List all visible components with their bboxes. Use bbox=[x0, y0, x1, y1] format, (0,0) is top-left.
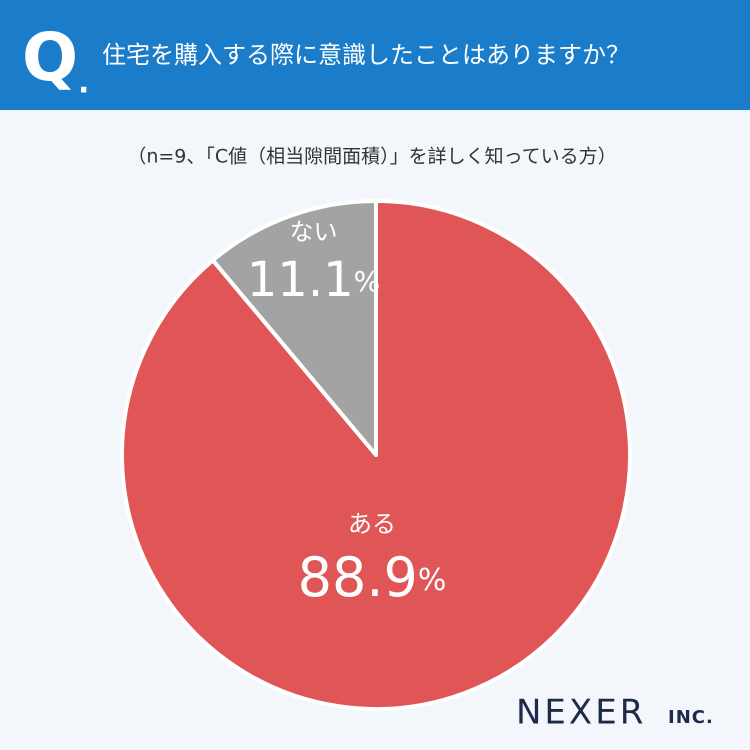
q-dot: . bbox=[78, 66, 89, 101]
pie-slice bbox=[210, 199, 378, 457]
q-label: Q bbox=[22, 19, 78, 96]
pie-labels: ある 88.9% ない 11.1% bbox=[247, 218, 447, 609]
slice-value: 11.1% bbox=[247, 252, 380, 308]
value-unit: % bbox=[354, 265, 381, 298]
pie bbox=[120, 199, 632, 711]
slice-category: ある bbox=[348, 510, 396, 538]
slice-category: ない bbox=[290, 218, 338, 246]
chart-title: 住宅を購入する際に意識したことはありますか？ bbox=[102, 41, 630, 69]
header-bar bbox=[0, 0, 750, 110]
value-number: 88.9 bbox=[298, 546, 418, 609]
slice-value: 88.9% bbox=[298, 546, 447, 609]
chart-subtitle: （n=9、「C値（相当隙間面積）」を詳しく知っている方） bbox=[127, 146, 616, 168]
value-number: 11.1 bbox=[247, 252, 354, 308]
logo-name: NEXER bbox=[516, 693, 646, 733]
value-unit: % bbox=[418, 563, 447, 598]
logo-suffix: INC. bbox=[668, 707, 714, 728]
